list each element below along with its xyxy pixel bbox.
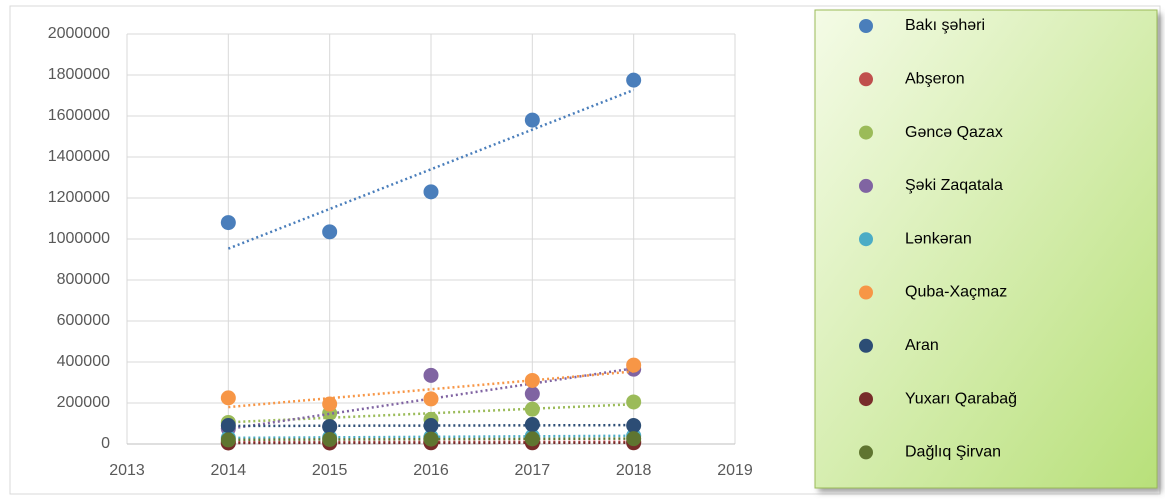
x-tick-label: 2017	[515, 462, 551, 479]
legend-marker	[859, 286, 873, 300]
legend-marker	[859, 339, 873, 353]
point	[525, 386, 540, 401]
point	[322, 224, 337, 239]
x-tick-label: 2013	[109, 462, 145, 479]
legend-marker	[859, 72, 873, 86]
point	[322, 419, 337, 434]
point	[221, 432, 236, 447]
legend-label: Lənkəran	[905, 230, 972, 247]
legend-label: Gəncə Qazax	[905, 124, 1003, 141]
point	[322, 397, 337, 412]
point	[221, 390, 236, 405]
x-tick-label: 2014	[211, 462, 247, 479]
y-tick-label: 600000	[57, 312, 110, 329]
y-tick-label: 1200000	[48, 189, 110, 206]
y-tick-label: 1600000	[48, 107, 110, 124]
point	[626, 358, 641, 373]
legend-label: Bakı şəhəri	[905, 17, 985, 34]
point	[525, 113, 540, 128]
legend-marker	[859, 126, 873, 140]
point	[626, 431, 641, 446]
point	[626, 73, 641, 88]
legend-marker	[859, 232, 873, 246]
legend-label: Abşeron	[905, 71, 965, 88]
legend-label: Şəki Zaqatala	[905, 177, 1003, 194]
legend-marker	[859, 179, 873, 193]
x-tick-label: 2016	[413, 462, 449, 479]
y-tick-label: 1000000	[48, 230, 110, 247]
point	[322, 432, 337, 447]
point	[525, 402, 540, 417]
x-tick-label: 2019	[717, 462, 753, 479]
point	[626, 394, 641, 409]
legend-marker	[859, 392, 873, 406]
point	[626, 418, 641, 433]
point	[424, 368, 439, 383]
point	[525, 417, 540, 432]
legend-label: Aran	[905, 337, 939, 354]
y-tick-label: 200000	[57, 394, 110, 411]
point	[424, 432, 439, 447]
point	[424, 418, 439, 433]
point	[424, 184, 439, 199]
legend-label: Dağlıq Şirvan	[905, 444, 1001, 461]
point	[525, 373, 540, 388]
point	[221, 215, 236, 230]
legend-marker	[859, 19, 873, 33]
legend-marker	[859, 445, 873, 459]
legend-label: Quba-Xaçmaz	[905, 284, 1007, 301]
y-tick-label: 800000	[57, 271, 110, 288]
y-tick-label: 0	[101, 435, 110, 452]
x-tick-label: 2018	[616, 462, 652, 479]
y-tick-label: 1400000	[48, 148, 110, 165]
legend-label: Yuxarı Qarabağ	[905, 390, 1017, 407]
y-tick-label: 1800000	[48, 66, 110, 83]
y-tick-label: 2000000	[48, 25, 110, 42]
x-tick-label: 2015	[312, 462, 348, 479]
point	[221, 418, 236, 433]
point	[424, 391, 439, 406]
point	[525, 431, 540, 446]
y-tick-label: 400000	[57, 353, 110, 370]
